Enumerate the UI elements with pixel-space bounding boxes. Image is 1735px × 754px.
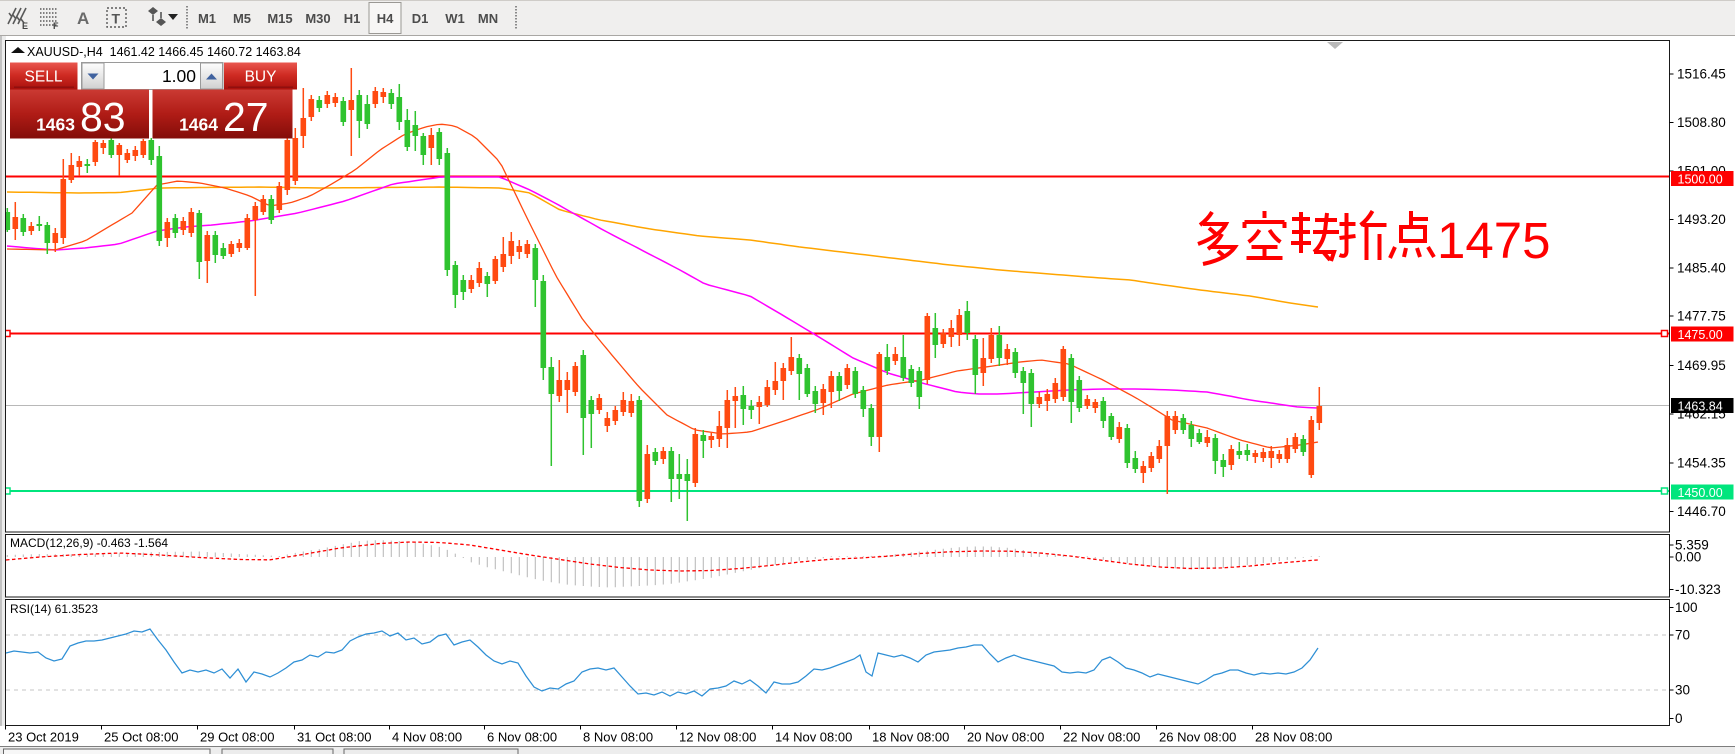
svg-text:23 Oct 2019: 23 Oct 2019	[8, 730, 79, 745]
svg-text:1477.75: 1477.75	[1677, 309, 1726, 324]
svg-text:1446.70: 1446.70	[1677, 504, 1726, 519]
svg-text:1469.95: 1469.95	[1677, 358, 1726, 373]
svg-text:5.359: 5.359	[1675, 538, 1709, 553]
svg-text:H4: H4	[377, 11, 394, 26]
svg-text:18 Nov 08:00: 18 Nov 08:00	[872, 730, 949, 745]
svg-text:SELL: SELL	[25, 69, 63, 86]
svg-text:M15: M15	[267, 11, 292, 26]
svg-text:22 Nov 08:00: 22 Nov 08:00	[1063, 730, 1140, 745]
svg-text:T: T	[112, 11, 121, 27]
svg-text:MACD(12,26,9) -0.463 -1.564: MACD(12,26,9) -0.463 -1.564	[10, 536, 168, 550]
svg-text:1463: 1463	[36, 115, 75, 135]
svg-text:1475.00: 1475.00	[1678, 328, 1723, 342]
svg-text:100: 100	[1675, 600, 1698, 615]
svg-text:0.00: 0.00	[1675, 550, 1701, 565]
svg-text:BUY: BUY	[245, 69, 277, 86]
svg-text:1516.45: 1516.45	[1677, 67, 1726, 82]
svg-text:28 Nov 08:00: 28 Nov 08:00	[1255, 730, 1332, 745]
svg-text:XAUUSD-,H4 1461.42 1466.45 14: XAUUSD-,H4 1461.42 1466.45 1460.72 1463.…	[27, 45, 301, 59]
svg-text:20 Nov 08:00: 20 Nov 08:00	[967, 730, 1044, 745]
svg-text:E: E	[22, 21, 28, 31]
svg-text:29 Oct 08:00: 29 Oct 08:00	[200, 730, 274, 745]
svg-text:1493.20: 1493.20	[1677, 212, 1726, 227]
svg-text:70: 70	[1675, 628, 1690, 643]
svg-text:14 Nov 08:00: 14 Nov 08:00	[775, 730, 852, 745]
svg-text:1464: 1464	[179, 115, 218, 135]
svg-text:W1: W1	[445, 11, 465, 26]
svg-text:M1: M1	[198, 11, 216, 26]
svg-text:H1: H1	[344, 11, 361, 26]
svg-text:1475: 1475	[1437, 212, 1550, 269]
svg-text:1485.40: 1485.40	[1677, 261, 1726, 276]
svg-text:6 Nov 08:00: 6 Nov 08:00	[487, 730, 557, 745]
svg-text:31 Oct 08:00: 31 Oct 08:00	[297, 730, 371, 745]
svg-text:M30: M30	[305, 11, 330, 26]
svg-text:8 Nov 08:00: 8 Nov 08:00	[583, 730, 653, 745]
svg-text:1500.00: 1500.00	[1678, 172, 1723, 186]
svg-text:RSI(14) 61.3523: RSI(14) 61.3523	[10, 602, 98, 616]
svg-text:M5: M5	[233, 11, 251, 26]
svg-text:-10.323: -10.323	[1675, 582, 1721, 597]
svg-text:0: 0	[1675, 711, 1683, 726]
svg-text:4 Nov 08:00: 4 Nov 08:00	[392, 730, 462, 745]
svg-text:25 Oct 08:00: 25 Oct 08:00	[104, 730, 178, 745]
svg-text:1.00: 1.00	[162, 66, 196, 86]
svg-text:D1: D1	[412, 11, 429, 26]
svg-text:MN: MN	[478, 11, 498, 26]
svg-text:83: 83	[80, 94, 126, 140]
svg-text:1454.35: 1454.35	[1677, 456, 1726, 471]
svg-text:A: A	[77, 9, 89, 28]
svg-text:1450.00: 1450.00	[1678, 486, 1723, 500]
svg-text:27: 27	[223, 94, 269, 140]
svg-text:26 Nov 08:00: 26 Nov 08:00	[1159, 730, 1236, 745]
svg-text:1463.84: 1463.84	[1678, 399, 1723, 413]
svg-text:30: 30	[1675, 683, 1690, 698]
svg-text:F: F	[53, 21, 59, 31]
svg-text:12 Nov 08:00: 12 Nov 08:00	[679, 730, 756, 745]
svg-text:1508.80: 1508.80	[1677, 115, 1726, 130]
